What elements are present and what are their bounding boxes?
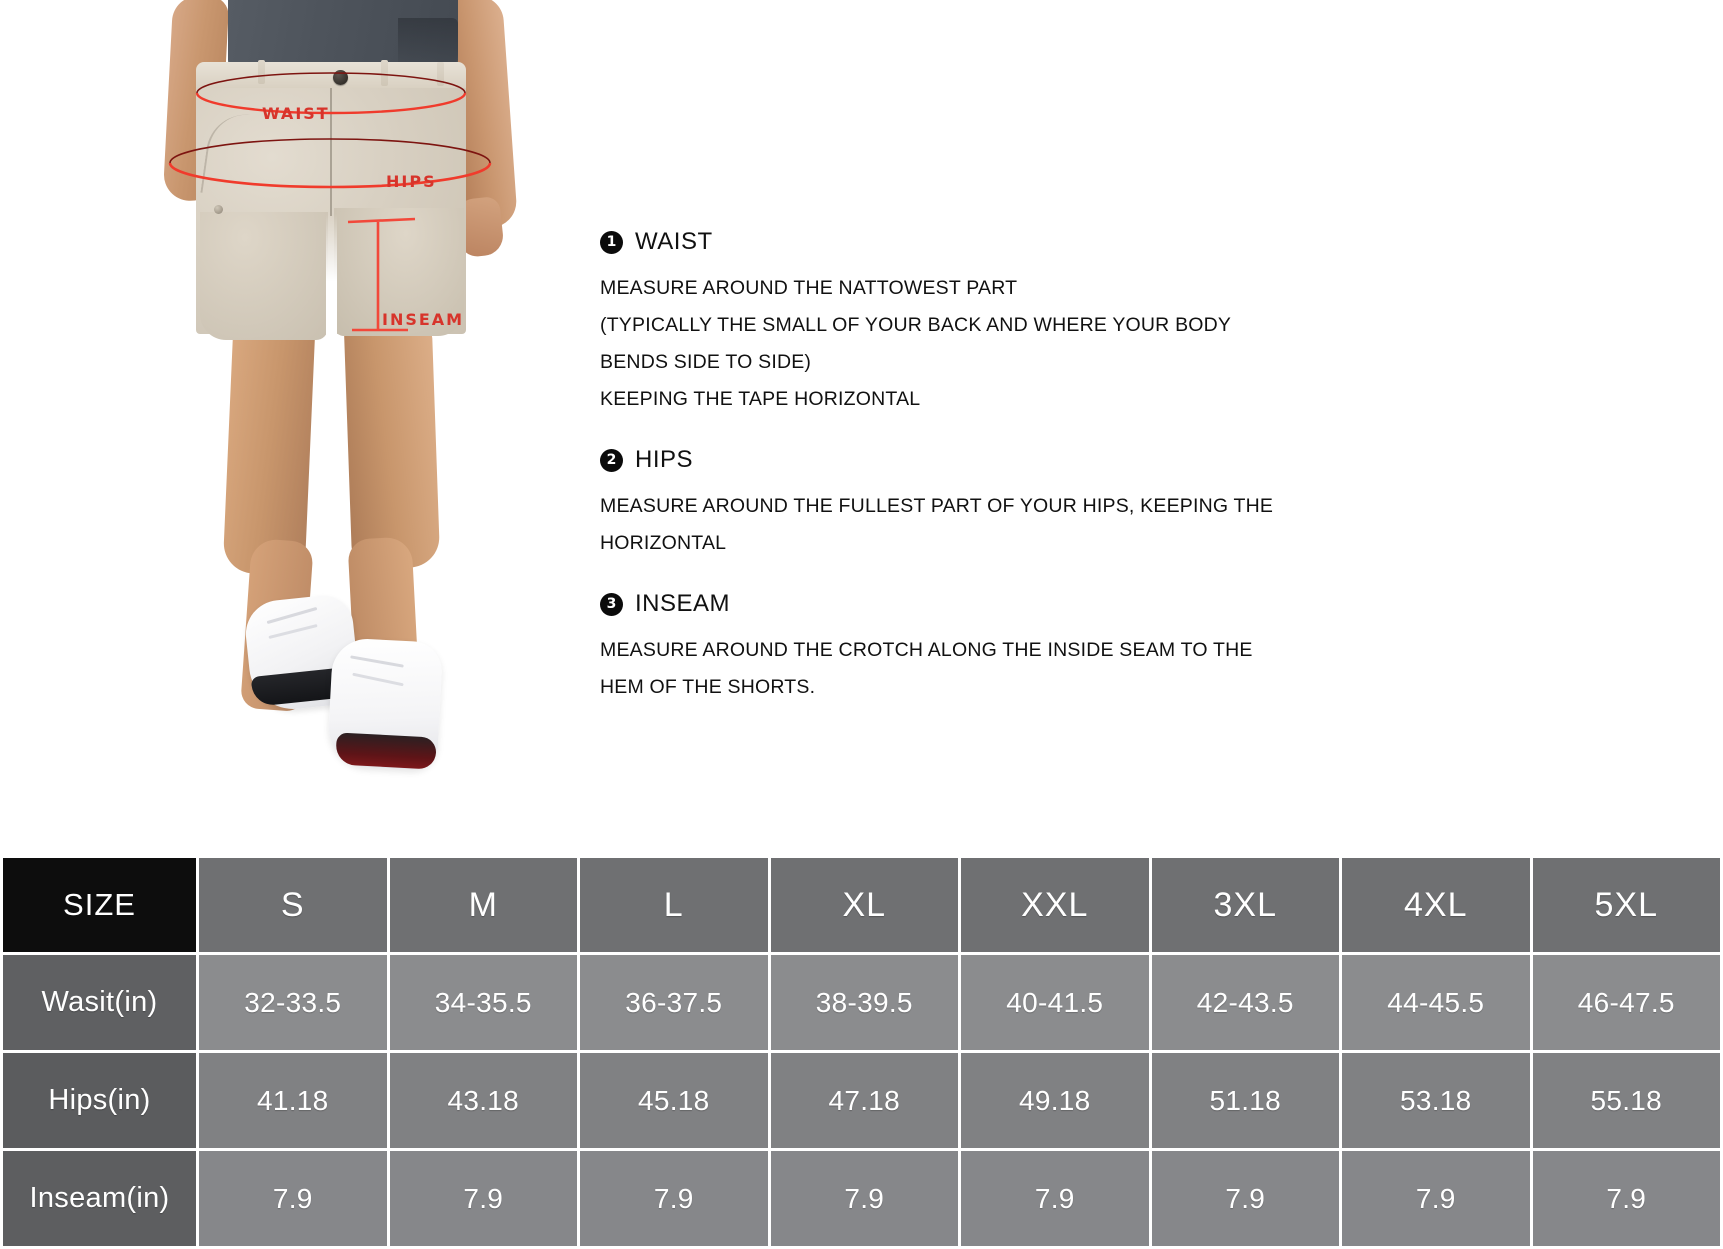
hips-value-4xl: 53.18: [1342, 1053, 1530, 1148]
measurement-guides: [168, 72, 492, 332]
size-header-xl: XL: [770, 858, 958, 952]
size-header-l: L: [580, 858, 768, 952]
hips-value-5xl: 55.18: [1532, 1053, 1720, 1148]
waist-value-3xl: 42-43.5: [1151, 955, 1339, 1050]
size-chart-table: SIZE S M L XL XXL 3XL 4XL 5XL Wasit(in) …: [0, 855, 1723, 1249]
step-number-badge: 2: [600, 448, 623, 472]
hips-value-xxl: 49.18: [961, 1053, 1149, 1148]
waist-value-m: 34-35.5: [389, 955, 577, 1050]
step-text-line: MEASURE AROUND THE CROTCH ALONG THE INSI…: [600, 639, 1253, 661]
hips-value-3xl: 51.18: [1151, 1053, 1339, 1148]
size-header-s: S: [199, 858, 387, 952]
size-header-m: M: [389, 858, 577, 952]
hips-overlay-label: HIPS: [386, 172, 437, 191]
table-corner-size-label: SIZE: [3, 858, 196, 952]
measuring-instructions: 1 WAIST MEASURE AROUND THE NATTOWEST PAR…: [600, 228, 1380, 706]
inseam-value-3xl: 7.9: [1151, 1151, 1339, 1246]
step-text-line: HORIZONTAL: [600, 532, 727, 554]
step-number-badge: 1: [600, 230, 623, 254]
waist-value-4xl: 44-45.5: [1342, 955, 1530, 1050]
hips-value-s: 41.18: [199, 1053, 387, 1148]
product-photo: WAIST HIPS INSEAM: [0, 0, 580, 800]
step-text-line: BENDS SIDE TO SIDE): [600, 351, 812, 373]
inseam-measure-top-tick: [347, 217, 416, 224]
table-row-inseam: Inseam(in) 7.9 7.9 7.9 7.9 7.9 7.9 7.9 7…: [3, 1151, 1720, 1246]
hips-value-xl: 47.18: [770, 1053, 958, 1148]
step-text-line: MEASURE AROUND THE FULLEST PART OF YOUR …: [600, 495, 1274, 517]
pocket-rivet: [214, 205, 223, 214]
shorts-waistband: [196, 62, 466, 88]
shorts-leg-gap: [326, 214, 337, 336]
waist-overlay-label: WAIST: [262, 104, 330, 123]
inseam-value-xxl: 7.9: [961, 1151, 1149, 1246]
instruction-step-hips: 2 HIPS MEASURE AROUND THE FULLEST PART O…: [600, 446, 1380, 562]
step-number-badge: 3: [600, 592, 623, 616]
inseam-value-4xl: 7.9: [1342, 1151, 1530, 1246]
step-text-line: MEASURE AROUND THE NATTOWEST PART: [600, 277, 1018, 299]
waist-value-l: 36-37.5: [580, 955, 768, 1050]
waist-value-s: 32-33.5: [199, 955, 387, 1050]
waist-value-5xl: 46-47.5: [1532, 955, 1720, 1050]
inseam-value-xl: 7.9: [770, 1151, 958, 1246]
inseam-value-5xl: 7.9: [1532, 1151, 1720, 1246]
table-row-hips: Hips(in) 41.18 43.18 45.18 47.18 49.18 5…: [3, 1053, 1720, 1148]
inseam-value-m: 7.9: [389, 1151, 577, 1246]
hips-value-m: 43.18: [389, 1053, 577, 1148]
step-header: 2 HIPS: [600, 446, 1380, 474]
hips-measure-ellipse-front: [168, 162, 492, 189]
waist-value-xl: 38-39.5: [770, 955, 958, 1050]
inseam-value-s: 7.9: [199, 1151, 387, 1246]
instruction-step-inseam: 3 INSEAM MEASURE AROUND THE CROTCH ALONG…: [600, 590, 1380, 706]
fly-seam: [330, 88, 332, 216]
size-header-xxl: XXL: [961, 858, 1149, 952]
inseam-value-l: 7.9: [580, 1151, 768, 1246]
shorts-right-leg: [334, 208, 464, 336]
row-label-inseam: Inseam(in): [3, 1151, 196, 1246]
belt-loop: [437, 62, 444, 86]
step-title: HIPS: [635, 446, 694, 473]
table-header-row: SIZE S M L XL XXL 3XL 4XL 5XL: [3, 858, 1720, 952]
step-header: 1 WAIST: [600, 228, 1380, 256]
shorts-left-leg: [200, 212, 328, 340]
row-label-hips: Hips(in): [3, 1053, 196, 1148]
size-header-4xl: 4XL: [1342, 858, 1530, 952]
step-text-line: KEEPING THE TAPE HORIZONTAL: [600, 388, 921, 410]
waist-measure-ellipse-front: [195, 92, 467, 115]
step-title: WAIST: [635, 228, 713, 255]
step-text-line: HEM OF THE SHORTS.: [600, 676, 816, 698]
size-header-5xl: 5XL: [1532, 858, 1720, 952]
size-header-3xl: 3XL: [1151, 858, 1339, 952]
instruction-step-waist: 1 WAIST MEASURE AROUND THE NATTOWEST PAR…: [600, 228, 1380, 418]
step-title: INSEAM: [635, 590, 731, 617]
belt-loop: [258, 60, 265, 84]
step-text-line: (TYPICALLY THE SMALL OF YOUR BACK AND WH…: [600, 314, 1232, 336]
table-row-waist: Wasit(in) 32-33.5 34-35.5 36-37.5 38-39.…: [3, 955, 1720, 1050]
hips-value-l: 45.18: [580, 1053, 768, 1148]
row-label-waist: Wasit(in): [3, 955, 196, 1050]
waist-value-xxl: 40-41.5: [961, 955, 1149, 1050]
inseam-overlay-label: INSEAM: [382, 310, 465, 329]
step-header: 3 INSEAM: [600, 590, 1380, 618]
belt-loop: [381, 60, 388, 86]
